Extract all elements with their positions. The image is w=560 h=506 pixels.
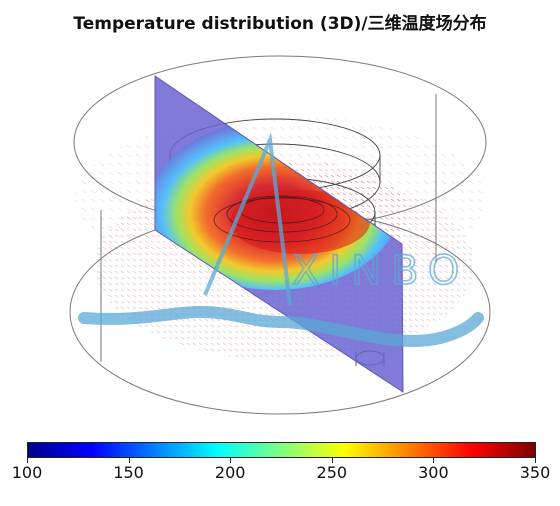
colorbar-tick-mark [331, 458, 333, 463]
colorbar-tick-label: 300 [418, 463, 449, 482]
colorbar-tick-label: 150 [113, 463, 144, 482]
colorbar-tick-mark [433, 458, 435, 463]
temperature-colorbar: 100 150 200 250 300 350 [0, 440, 560, 506]
colorbar-tick-label: 200 [214, 463, 246, 482]
colorbar-tick-mark [27, 458, 28, 463]
page-title: Temperature distribution (3D)/三维温度场分布 [73, 14, 487, 34]
xinbo-watermark-logo: XINBO [78, 132, 484, 347]
colorbar-tick-label: 350 [519, 463, 551, 482]
colorbar-tick-mark [128, 458, 130, 463]
colorbar-tick-label: 100 [11, 463, 43, 482]
temperature-3d-view: XINBO [69, 55, 491, 415]
colorbar-gradient [27, 442, 536, 458]
colorbar-tick-label: 250 [316, 463, 348, 482]
watermark-text: XINBO [292, 248, 469, 294]
colorbar-tick-mark [230, 458, 232, 463]
colorbar-tick-mark [535, 458, 536, 463]
